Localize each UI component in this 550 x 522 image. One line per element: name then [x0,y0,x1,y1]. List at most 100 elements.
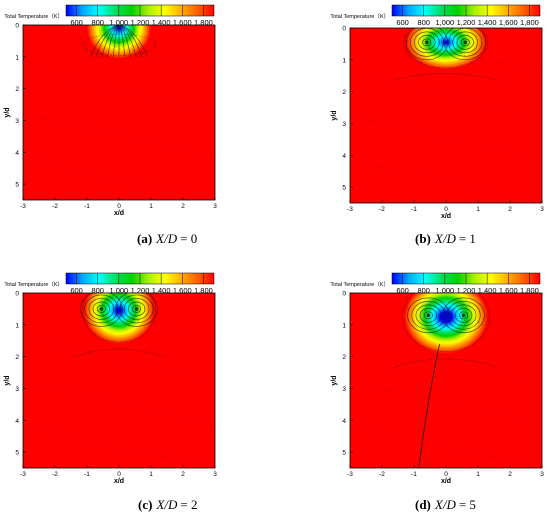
streamline-dot [432,355,434,357]
streamline-dot [81,126,83,128]
streamlines [73,293,165,358]
streamline-dot [408,394,410,396]
streamline-dot [525,112,527,114]
streamline-dot [444,402,446,404]
streamline-dot [64,122,66,124]
caption-variable: X/D [434,497,457,512]
streamline-dot [517,331,519,333]
streamline-dot [497,149,499,151]
streamline-dot [351,115,353,117]
x-axis-label: x/d [114,210,124,217]
streamline-dot [488,455,490,457]
x-tick-label: -3 [347,206,353,213]
x-tick-label: -3 [20,203,26,210]
vortex-ring [92,301,111,317]
streamline-dot [377,165,379,167]
x-tick-label: 0 [117,471,121,478]
colorbar: Total Temperature（K） 600 800 1,000 1,200 1,40… [4,272,215,295]
y-tick-label: 5 [15,182,19,189]
streamline-dot [161,455,163,457]
caption-value: = 2 [180,497,197,512]
panel-b: Total Temperature（K） 600 800 1,000 1,200 1,40… [330,4,544,246]
colorbar-tick-label: 1,400 [478,18,497,27]
streamline-dot [34,339,36,341]
streamline-dot [482,323,484,325]
streamline-dot [418,353,420,355]
streamline-dot [381,167,383,169]
streamlines [391,293,501,468]
vortex-ring [422,38,432,47]
panel-caption: (a) X/D = 0 [137,231,197,246]
streamline-dot [509,196,511,198]
streamline-dot [168,325,170,327]
streamline-dot [472,365,474,367]
streamline-dot [71,436,73,438]
x-axis-label: x/d [441,478,451,485]
colorbar-tick-label: 800 [417,18,430,27]
y-tick-label: 3 [15,386,19,393]
streamline-dot [398,171,400,173]
colorbar-tick-label: 600 [70,18,83,27]
streamline-dot [165,189,167,191]
streamline-dot [406,306,408,308]
streamline-dot [450,94,452,96]
vortex-ring [119,294,154,324]
streamline-dot [50,430,52,432]
streamline-dot [537,424,539,426]
streamline-dot [133,318,135,320]
streamline-dot [95,396,97,398]
streamline-dot [178,191,180,193]
x-tick-label: -2 [52,471,58,478]
streamline-dot [123,359,125,361]
streamline-dot [42,384,44,386]
caption-label: (a) [137,231,152,246]
streamline-dot [505,194,507,196]
vortex-ring [414,31,440,54]
y-axis-label: y/d [331,375,338,385]
streamline-dot [161,187,163,189]
streamline [118,25,126,57]
streamline-dot [359,161,361,163]
streamline-dot [117,134,119,136]
streamline-dot [107,175,109,177]
streamline-dot [109,89,111,91]
streamline-dot [36,160,38,162]
y-axis-label: y/d [331,110,338,120]
streamline-dot [155,323,157,325]
streamline-dot [36,428,38,430]
streamline-dot [535,335,537,337]
x-tick-label: -1 [411,206,417,213]
streamline-dot [52,75,54,77]
streamline-dot [153,410,155,412]
vortex [80,293,123,327]
y-tick-label: 4 [15,418,19,425]
vortex-ring [84,294,119,324]
streamline-dot [373,121,375,123]
streamline-dot [499,62,501,64]
y-tick-label: 4 [15,150,19,157]
y-tick-label: 2 [15,86,19,93]
streamline-dot [145,365,147,367]
y-tick-label: 5 [342,185,346,192]
panel-caption: (b) X/D = 1 [415,231,476,246]
colorbar-tick-label: 600 [396,18,409,27]
caption-variable: X/D [155,497,178,512]
vortex-ring [127,301,146,317]
streamline [81,33,157,56]
caption-variable: X/D [155,231,178,246]
colorbar-tick-label: 600 [396,286,409,295]
caption-value: = 0 [180,231,197,246]
vortex-ring [423,311,433,320]
streamline-dot [507,373,509,375]
streamline-dot [377,430,379,432]
caption-value: = 5 [459,497,476,512]
streamline-dot [182,193,184,195]
streamline-dot [387,388,389,390]
streamline-dot [163,369,165,371]
streamline-dot [79,38,81,40]
streamline-dot [452,182,454,184]
streamline-dot [369,119,371,121]
x-tick-label: 0 [444,206,448,213]
streamline-dot [77,124,79,126]
streamline-dot [180,373,182,375]
